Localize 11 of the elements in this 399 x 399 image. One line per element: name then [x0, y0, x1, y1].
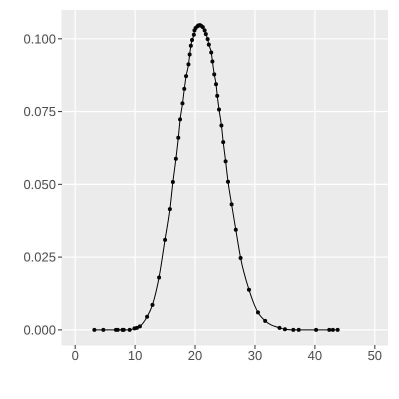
y-tick-label: 0.075	[23, 104, 56, 120]
y-tick-label: 0.050	[23, 176, 56, 192]
x-tick-label: 20	[188, 348, 202, 364]
x-tick-label: 40	[308, 348, 322, 364]
x-tick-label: 0	[72, 348, 79, 364]
y-tick-label: 0.025	[23, 250, 56, 265]
y-tick-label: 0.000	[23, 322, 56, 338]
x-tick-label: 50	[368, 348, 382, 364]
x-tick-label: 10	[128, 348, 142, 364]
x-tick-label: 30	[248, 348, 262, 364]
y-tick-label: 0.100	[23, 31, 56, 46]
